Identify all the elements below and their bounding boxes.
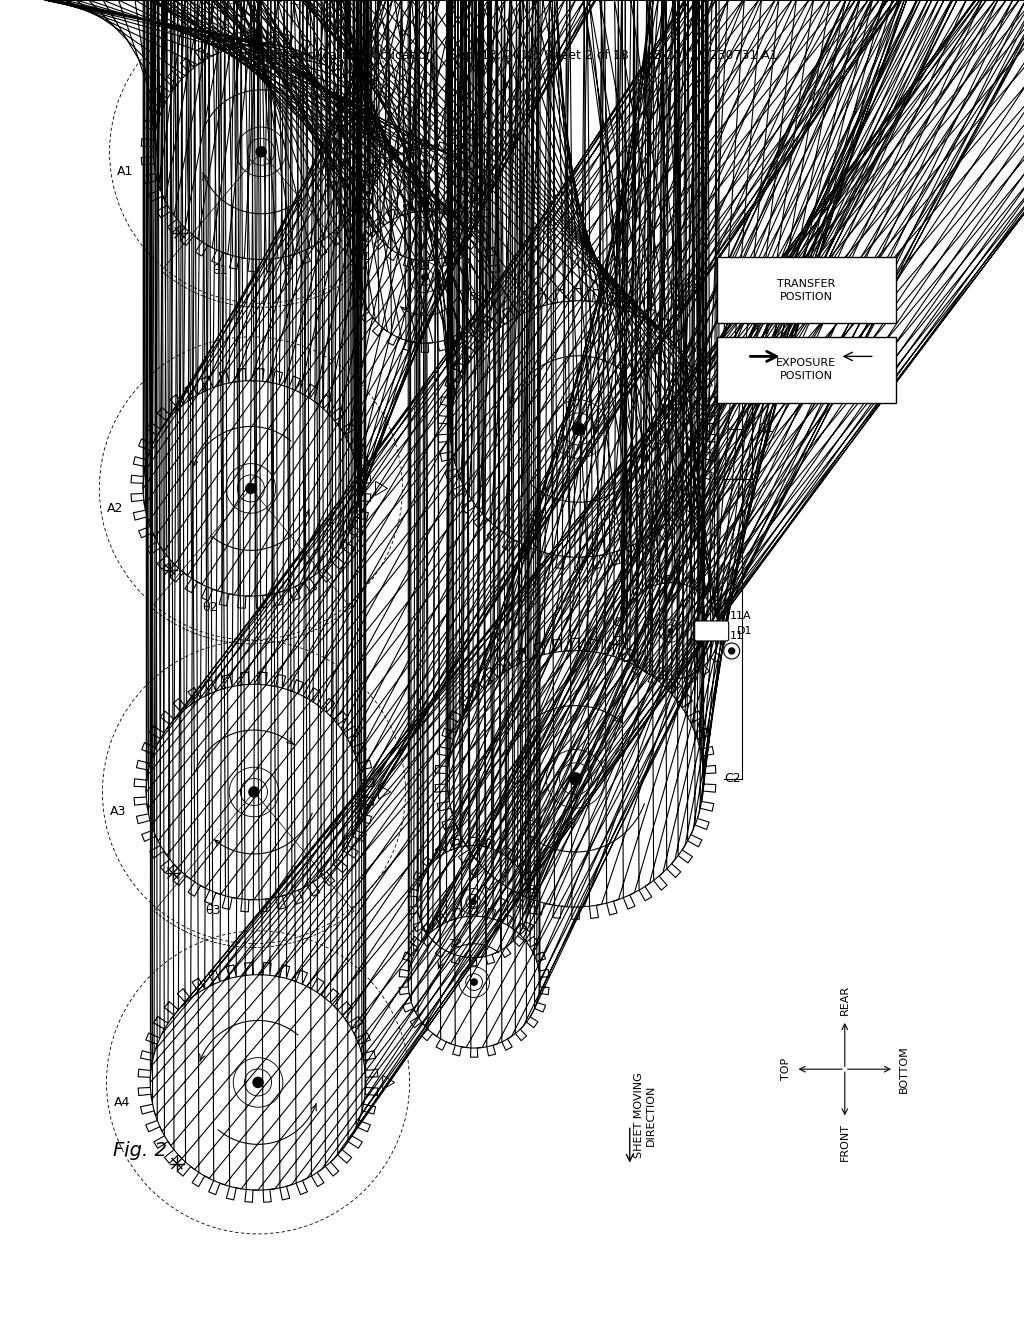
Text: A4: A4 [114, 1096, 130, 1109]
Text: 11: 11 [730, 631, 743, 642]
Circle shape [151, 974, 366, 1191]
Circle shape [253, 1077, 263, 1088]
Text: Fig. 2: Fig. 2 [113, 1140, 167, 1159]
Circle shape [154, 44, 369, 260]
Text: TOP: TOP [780, 1059, 791, 1080]
Text: T2: T2 [449, 939, 463, 949]
Text: θ2: θ2 [202, 601, 218, 614]
Text: B4: B4 [527, 817, 542, 828]
Text: BOTTOM: BOTTOM [899, 1045, 909, 1093]
Circle shape [572, 422, 585, 436]
Text: SHEET MOVING
DIRECTION: SHEET MOVING DIRECTION [634, 1073, 656, 1158]
Text: D1: D1 [737, 626, 753, 636]
Bar [717, 257, 896, 323]
Circle shape [669, 628, 673, 634]
Circle shape [359, 211, 490, 343]
Circle shape [409, 916, 540, 1048]
Circle shape [143, 380, 358, 597]
Text: A1: A1 [117, 165, 133, 178]
Text: B3: B3 [469, 292, 483, 302]
Circle shape [417, 845, 529, 958]
Circle shape [146, 684, 361, 900]
Text: TRANSFER
POSITION: TRANSFER POSITION [777, 280, 836, 301]
Circle shape [256, 147, 266, 157]
Text: A2: A2 [106, 502, 123, 515]
Text: B1: B1 [469, 193, 483, 203]
Circle shape [422, 275, 428, 280]
Circle shape [249, 787, 259, 797]
Text: C2: C2 [724, 772, 740, 785]
Circle shape [729, 648, 734, 653]
Circle shape [569, 772, 582, 785]
Text: B2: B2 [528, 884, 543, 895]
Text: REAR: REAR [840, 985, 850, 1015]
Circle shape [447, 651, 703, 907]
Text: θ1: θ1 [212, 264, 228, 277]
Text: T1: T1 [356, 252, 371, 263]
Circle shape [623, 582, 719, 680]
Text: Patent Application Publication    Sep. 13, 2012  Sheet 2 of 18    US 2012/023073: Patent Application Publication Sep. 13, … [247, 49, 777, 62]
Text: 11A: 11A [730, 611, 752, 620]
Circle shape [470, 899, 476, 904]
Text: EXPOSURE
POSITION: EXPOSURE POSITION [776, 359, 837, 380]
Bar [717, 337, 896, 403]
Circle shape [471, 979, 477, 985]
Circle shape [422, 202, 428, 207]
Text: θ3: θ3 [205, 904, 221, 917]
Text: C1: C1 [757, 422, 773, 436]
Text: A3: A3 [110, 805, 126, 818]
FancyBboxPatch shape [694, 620, 729, 642]
Circle shape [369, 148, 481, 261]
Text: FRONT: FRONT [840, 1123, 850, 1162]
Circle shape [246, 483, 256, 494]
Circle shape [451, 301, 707, 557]
